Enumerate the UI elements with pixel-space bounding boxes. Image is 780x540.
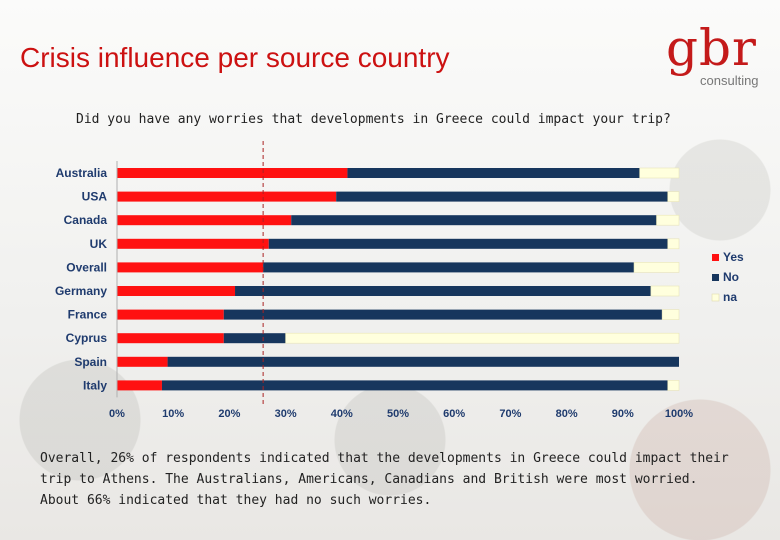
bar-uk-na	[667, 238, 680, 250]
bar-canada-na	[656, 214, 680, 226]
bar-cyprus-no	[223, 333, 286, 344]
bar-overall-na	[633, 262, 680, 273]
x-tick-label: 10%	[162, 408, 184, 420]
x-tick-label: 20%	[218, 408, 240, 420]
bar-canada-no	[291, 215, 657, 226]
legend-label-na: na	[723, 290, 737, 304]
bar-usa-na	[667, 191, 680, 202]
company-logo: gbr consulting	[664, 19, 768, 94]
x-tick-label: 0%	[109, 408, 125, 420]
bar-france-no	[223, 309, 663, 320]
bar-uk-yes	[117, 238, 269, 249]
bar-usa-no	[336, 191, 668, 202]
x-tick-label: 100%	[665, 408, 693, 420]
logo-wordmark: gbr	[666, 19, 757, 77]
category-label-canada: Canada	[64, 213, 108, 227]
bar-usa-yes	[117, 191, 337, 202]
category-label-usa: USA	[82, 190, 108, 204]
chart-bars	[117, 167, 680, 391]
x-tick-label: 60%	[443, 408, 465, 420]
bar-cyprus-na	[285, 332, 680, 344]
legend-label-yes: Yes	[723, 250, 744, 264]
bar-spain-no	[167, 356, 679, 367]
page-title: Crisis influence per source country	[20, 42, 450, 73]
bar-spain-yes	[117, 356, 168, 367]
summary-text: Overall, 26% of respondents indicated th…	[40, 451, 729, 508]
bar-overall-yes	[117, 262, 264, 273]
bar-france-yes	[117, 309, 224, 320]
category-label-australia: Australia	[56, 166, 108, 180]
chart-legend: Yes No na	[711, 250, 744, 304]
x-axis-ticks: 0% 10% 20% 30% 40% 50% 60% 70% 80% 90% 100%	[109, 161, 693, 420]
x-tick-label: 90%	[612, 408, 634, 420]
bar-australia-no	[347, 168, 640, 178]
category-labels: Australia USA Canada UK Overall Germany France…	[55, 166, 107, 392]
legend-swatch-no	[712, 274, 719, 281]
bar-italy-no	[161, 380, 668, 391]
x-tick-label: 40%	[331, 408, 353, 420]
legend-swatch-na	[711, 293, 720, 302]
bar-uk-no	[268, 238, 668, 249]
chart-question: Did you have any worries that developmen…	[76, 112, 671, 127]
category-label-germany: Germany	[55, 284, 107, 298]
bar-germany-na	[650, 285, 680, 297]
legend-swatch-yes	[712, 254, 719, 261]
category-label-cyprus: Cyprus	[66, 331, 108, 345]
x-tick-label: 50%	[387, 408, 409, 420]
bar-cyprus-yes	[117, 333, 224, 344]
bar-germany-yes	[117, 286, 236, 296]
bar-germany-no	[235, 286, 651, 296]
category-label-overall: Overall	[66, 260, 107, 274]
bar-italy-yes	[117, 380, 162, 391]
bar-australia-na	[639, 167, 680, 179]
category-label-uk: UK	[90, 237, 108, 251]
x-tick-label: 30%	[275, 408, 297, 420]
bar-france-na	[661, 309, 680, 320]
bar-australia-yes	[117, 168, 348, 178]
category-label-italy: Italy	[83, 378, 107, 392]
x-tick-label: 80%	[556, 408, 578, 420]
stacked-bar-chart: Australia USA Canada UK Overall Germany France…	[55, 141, 744, 420]
legend-label-no: No	[723, 270, 739, 284]
x-tick-label: 70%	[499, 408, 521, 420]
bar-canada-yes	[117, 215, 292, 226]
category-label-spain: Spain	[74, 355, 107, 369]
bar-italy-na	[667, 380, 680, 391]
logo-subtitle: consulting	[700, 73, 759, 88]
category-label-france: France	[68, 308, 108, 322]
bar-overall-no	[263, 262, 635, 273]
